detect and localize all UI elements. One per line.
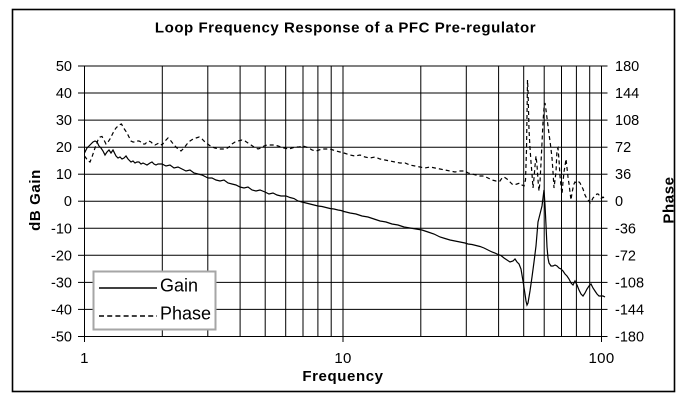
svg-text:30: 30 bbox=[56, 113, 72, 129]
svg-text:108: 108 bbox=[615, 113, 639, 129]
svg-text:10: 10 bbox=[334, 350, 351, 367]
svg-text:-180: -180 bbox=[615, 330, 644, 346]
svg-text:36: 36 bbox=[615, 167, 631, 183]
svg-text:Gain: Gain bbox=[160, 276, 198, 296]
svg-text:-30: -30 bbox=[51, 275, 72, 291]
svg-text:Loop Frequency Response of a P: Loop Frequency Response of a PFC Pre-reg… bbox=[155, 20, 536, 37]
svg-text:180: 180 bbox=[615, 59, 639, 75]
svg-text:dB Gain: dB Gain bbox=[27, 169, 44, 231]
svg-text:-36: -36 bbox=[615, 221, 636, 237]
svg-text:-50: -50 bbox=[51, 330, 72, 346]
svg-text:0: 0 bbox=[615, 194, 623, 210]
svg-text:10: 10 bbox=[56, 167, 72, 183]
svg-text:Phase: Phase bbox=[661, 176, 678, 223]
svg-text:144: 144 bbox=[615, 86, 639, 102]
svg-text:1: 1 bbox=[80, 350, 89, 367]
svg-text:-40: -40 bbox=[51, 302, 72, 318]
svg-text:50: 50 bbox=[56, 59, 72, 75]
svg-text:100: 100 bbox=[589, 350, 615, 367]
svg-text:20: 20 bbox=[56, 140, 72, 156]
svg-text:40: 40 bbox=[56, 86, 72, 102]
svg-text:-144: -144 bbox=[615, 302, 644, 318]
svg-text:-10: -10 bbox=[51, 221, 72, 237]
svg-text:Phase: Phase bbox=[160, 304, 211, 324]
svg-text:0: 0 bbox=[64, 194, 72, 210]
svg-text:Frequency: Frequency bbox=[302, 368, 383, 385]
svg-text:-72: -72 bbox=[615, 248, 636, 264]
svg-text:72: 72 bbox=[615, 140, 631, 156]
svg-text:-20: -20 bbox=[51, 248, 72, 264]
svg-text:-108: -108 bbox=[615, 275, 644, 291]
